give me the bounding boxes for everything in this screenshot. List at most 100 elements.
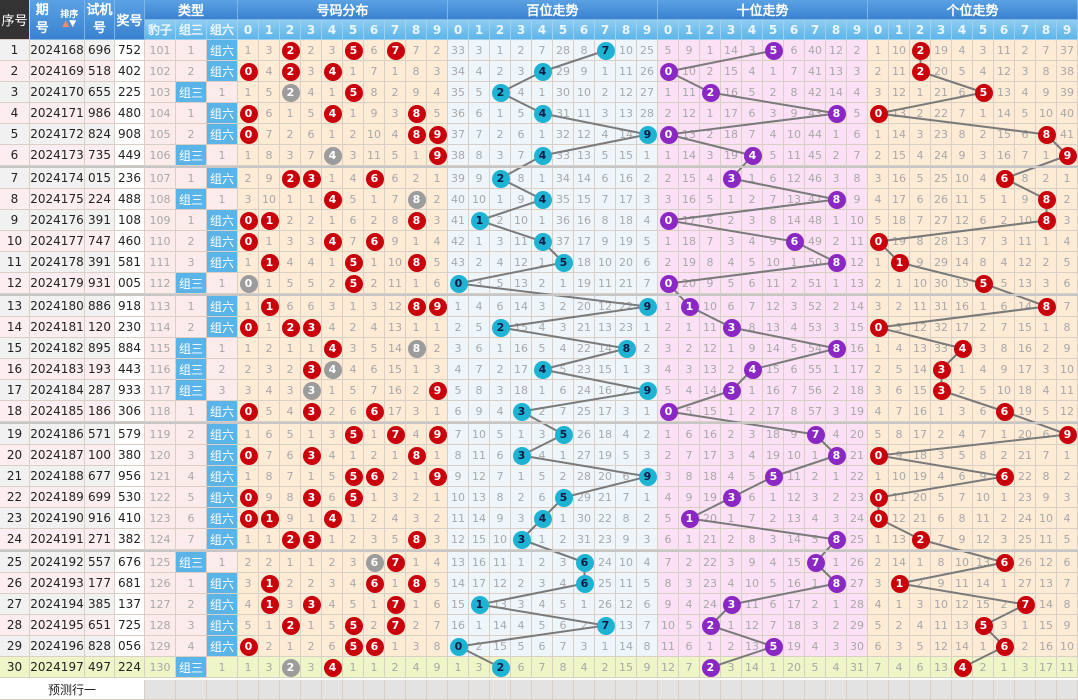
header-period[interactable]: 期号排序 ▲▼ — [30, 0, 85, 40]
omission-cell: 1 — [721, 338, 742, 359]
row-period[interactable]: 2024176 — [30, 210, 85, 231]
omission-cell: 6 — [952, 466, 973, 487]
row-period[interactable]: 2024181 — [30, 317, 85, 338]
prediction-cell[interactable] — [700, 680, 721, 700]
row-period[interactable]: 2024184 — [30, 380, 85, 401]
prediction-cell[interactable] — [145, 680, 176, 700]
shi-hit-ball: 8 — [827, 104, 846, 123]
row-period[interactable]: 2024186 — [30, 424, 85, 445]
row-period[interactable]: 2024196 — [30, 636, 85, 657]
prediction-cell[interactable] — [238, 680, 259, 700]
prediction-cell[interactable] — [889, 680, 910, 700]
prediction-cell[interactable] — [637, 680, 658, 700]
row-period[interactable]: 2024172 — [30, 124, 85, 145]
row-period[interactable]: 2024182 — [30, 338, 85, 359]
row-period[interactable]: 2024174 — [30, 168, 85, 189]
prediction-cell[interactable] — [1015, 680, 1036, 700]
row-period[interactable]: 2024191 — [30, 529, 85, 550]
omission-cell: 1 — [868, 124, 889, 145]
prediction-cell[interactable] — [1036, 680, 1057, 700]
prediction-cell[interactable] — [784, 680, 805, 700]
prediction-cell[interactable] — [742, 680, 763, 700]
omission-cell: 13 — [931, 657, 952, 678]
prediction-cell[interactable] — [427, 680, 448, 700]
row-period[interactable]: 2024195 — [30, 615, 85, 636]
prediction-cell[interactable] — [469, 680, 490, 700]
row-period[interactable]: 2024183 — [30, 359, 85, 380]
row-period[interactable]: 2024179 — [30, 273, 85, 294]
prediction-cell[interactable] — [406, 680, 427, 700]
prediction-cell[interactable] — [532, 680, 553, 700]
row-seq: 18 — [0, 401, 30, 422]
omission-cell: 25 — [1015, 529, 1036, 550]
header-dist-digit: 4 — [322, 20, 343, 40]
prediction-cell[interactable] — [259, 680, 280, 700]
row-period[interactable]: 2024197 — [30, 657, 85, 678]
row-period[interactable]: 2024189 — [30, 487, 85, 508]
row-period[interactable]: 2024193 — [30, 573, 85, 594]
row-period[interactable]: 2024188 — [30, 466, 85, 487]
omission-cell: 16 — [763, 380, 784, 401]
row-period[interactable]: 2024170 — [30, 82, 85, 103]
omission-cell: 10 — [1057, 636, 1078, 657]
omission-cell: 7 — [259, 124, 280, 145]
row-trial-number: 120 — [85, 317, 115, 338]
omission-cell: 2 — [553, 529, 574, 550]
prediction-cell[interactable] — [931, 680, 952, 700]
row-period[interactable]: 2024175 — [30, 189, 85, 210]
row-period[interactable]: 2024177 — [30, 231, 85, 252]
omission-cell: 10 — [1036, 508, 1057, 529]
prediction-cell[interactable] — [301, 680, 322, 700]
omission-cell: 10 — [742, 573, 763, 594]
omission-cell: 2 — [868, 145, 889, 166]
prediction-cell[interactable] — [343, 680, 364, 700]
prediction-cell[interactable] — [176, 680, 207, 700]
prediction-cell[interactable] — [553, 680, 574, 700]
prediction-cell[interactable] — [1057, 680, 1078, 700]
prediction-cell[interactable] — [952, 680, 973, 700]
row-period[interactable]: 2024190 — [30, 508, 85, 529]
row-period[interactable]: 2024168 — [30, 40, 85, 61]
drawn-number-ball: 5 — [344, 274, 363, 293]
prediction-cell[interactable] — [595, 680, 616, 700]
prediction-cell[interactable] — [679, 680, 700, 700]
row-period[interactable]: 2024178 — [30, 252, 85, 273]
omission-cell: 30 — [847, 636, 868, 657]
prediction-cell[interactable] — [448, 680, 469, 700]
prediction-cell[interactable] — [721, 680, 742, 700]
prediction-cell[interactable] — [490, 680, 511, 700]
row-period[interactable]: 2024192 — [30, 552, 85, 573]
prediction-cell[interactable] — [207, 680, 238, 700]
row-period[interactable]: 2024173 — [30, 145, 85, 166]
prediction-cell[interactable] — [847, 680, 868, 700]
prediction-cell[interactable] — [805, 680, 826, 700]
prediction-cell[interactable] — [511, 680, 532, 700]
type-label-zuliu: 组六 — [207, 401, 238, 422]
omission-cell: 19 — [721, 145, 742, 166]
type-omission-zuliu: 1 — [207, 657, 238, 678]
prediction-cell[interactable] — [763, 680, 784, 700]
prediction-cell[interactable] — [994, 680, 1015, 700]
prediction-cell[interactable] — [280, 680, 301, 700]
omission-cell: 26 — [574, 424, 595, 445]
prediction-cell[interactable] — [574, 680, 595, 700]
row-period[interactable]: 2024187 — [30, 445, 85, 466]
sort-toggle[interactable]: 排序 ▲▼ — [60, 10, 78, 29]
row-period[interactable]: 2024194 — [30, 594, 85, 615]
row-period[interactable]: 2024185 — [30, 401, 85, 422]
header-ge-digit: 3 — [931, 20, 952, 40]
row-period[interactable]: 2024180 — [30, 296, 85, 317]
row-period[interactable]: 2024169 — [30, 61, 85, 82]
prediction-cell[interactable] — [658, 680, 679, 700]
omission-cell: 2 — [679, 552, 700, 573]
prediction-cell[interactable] — [910, 680, 931, 700]
prediction-cell[interactable] — [364, 680, 385, 700]
omission-cell: 4 — [1057, 508, 1078, 529]
prediction-cell[interactable] — [322, 680, 343, 700]
prediction-cell[interactable] — [868, 680, 889, 700]
prediction-cell[interactable] — [973, 680, 994, 700]
row-period[interactable]: 2024171 — [30, 103, 85, 124]
prediction-cell[interactable] — [616, 680, 637, 700]
prediction-cell[interactable] — [826, 680, 847, 700]
prediction-cell[interactable] — [385, 680, 406, 700]
